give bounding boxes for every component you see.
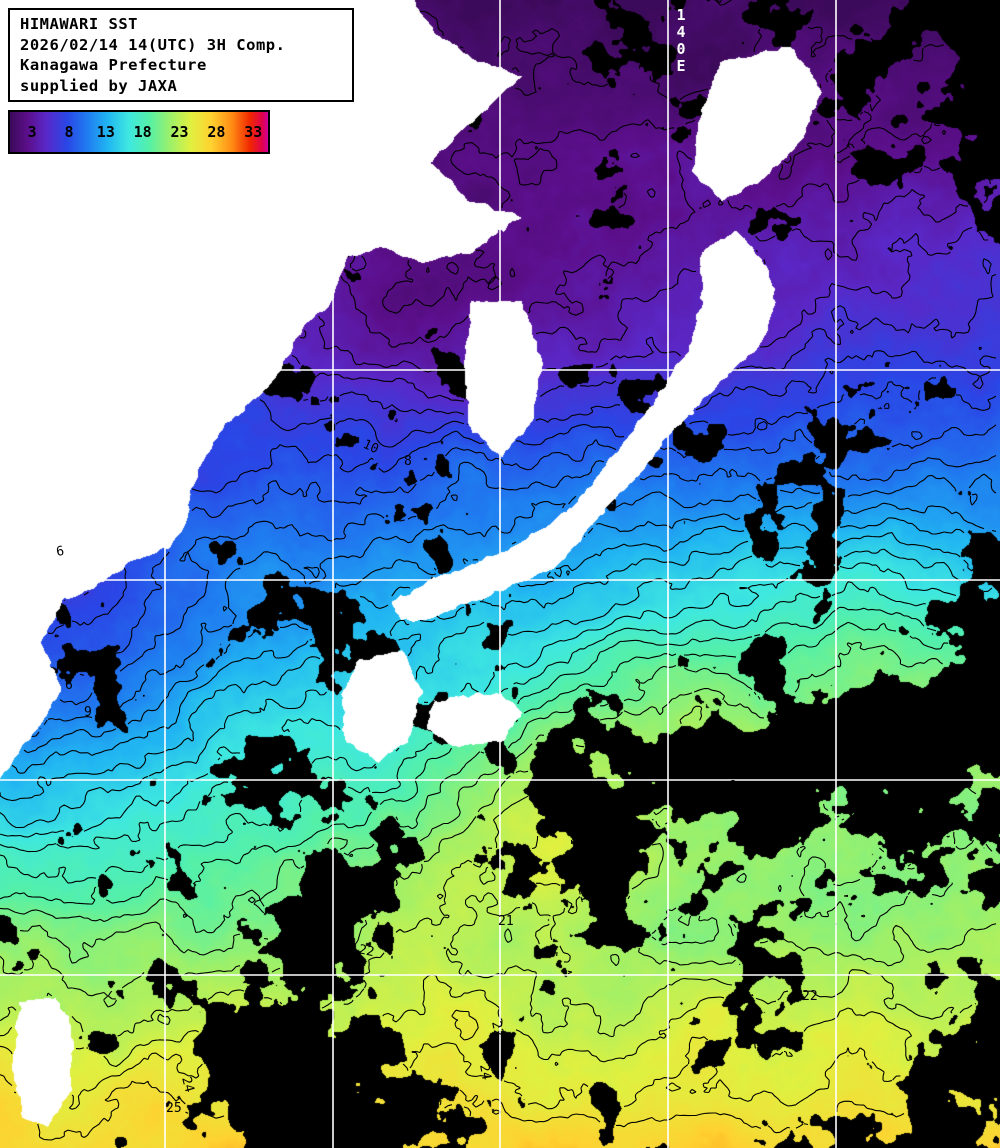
title-line-product: HIMAWARI SST xyxy=(20,15,138,33)
contour-label-22: 22 xyxy=(488,1020,506,1038)
contour-label-6: 6 xyxy=(55,544,65,560)
contour-label-25: 25 xyxy=(166,1101,182,1116)
title-legend-box: HIMAWARI SST 2026/02/14 14(UTC) 3H Comp.… xyxy=(8,8,354,102)
title-line-datetime: 2026/02/14 14(UTC) 3H Comp. xyxy=(20,35,286,54)
sst-colorbar: 3 8 13 18 23 28 33 xyxy=(8,110,270,154)
contour-label-22: 22 xyxy=(284,1003,302,1021)
contour-label-21: 21 xyxy=(574,885,593,904)
colorbar-tick-23: 23 xyxy=(170,123,189,141)
contour-label-9: 9 xyxy=(84,705,92,720)
contour-label-22: 22 xyxy=(357,942,375,960)
contour-label-25: 25 xyxy=(971,1019,990,1038)
contour-label-22: 22 xyxy=(802,989,818,1004)
contour-label-6: 6 xyxy=(65,678,73,693)
contour-label-10: 10 xyxy=(360,437,381,457)
colorbar-tick-28: 28 xyxy=(207,123,226,141)
colorbar-tick-18: 18 xyxy=(133,123,152,141)
colorbar-tick-8: 8 xyxy=(64,123,74,141)
title-line-source: supplied by JAXA xyxy=(20,76,178,95)
contour-label-24: 24 xyxy=(476,1063,494,1081)
colorbar-tick-33: 33 xyxy=(244,123,263,141)
contour-label-19: 19 xyxy=(905,837,921,852)
colorbar-tick-labels: 3 8 13 18 23 28 33 xyxy=(10,112,268,152)
contour-label-8: 8 xyxy=(729,779,737,794)
contour-label-20: 20 xyxy=(620,828,639,848)
contour-label-8: 8 xyxy=(404,454,412,469)
contour-label-21: 21 xyxy=(498,914,514,929)
contour-label-24: 24 xyxy=(178,1075,197,1094)
colorbar-tick-13: 13 xyxy=(96,123,115,141)
colorbar-gradient xyxy=(10,112,268,152)
colorbar-tick-3: 3 xyxy=(27,123,37,141)
title-line-region: Kanagawa Prefecture xyxy=(20,56,207,74)
